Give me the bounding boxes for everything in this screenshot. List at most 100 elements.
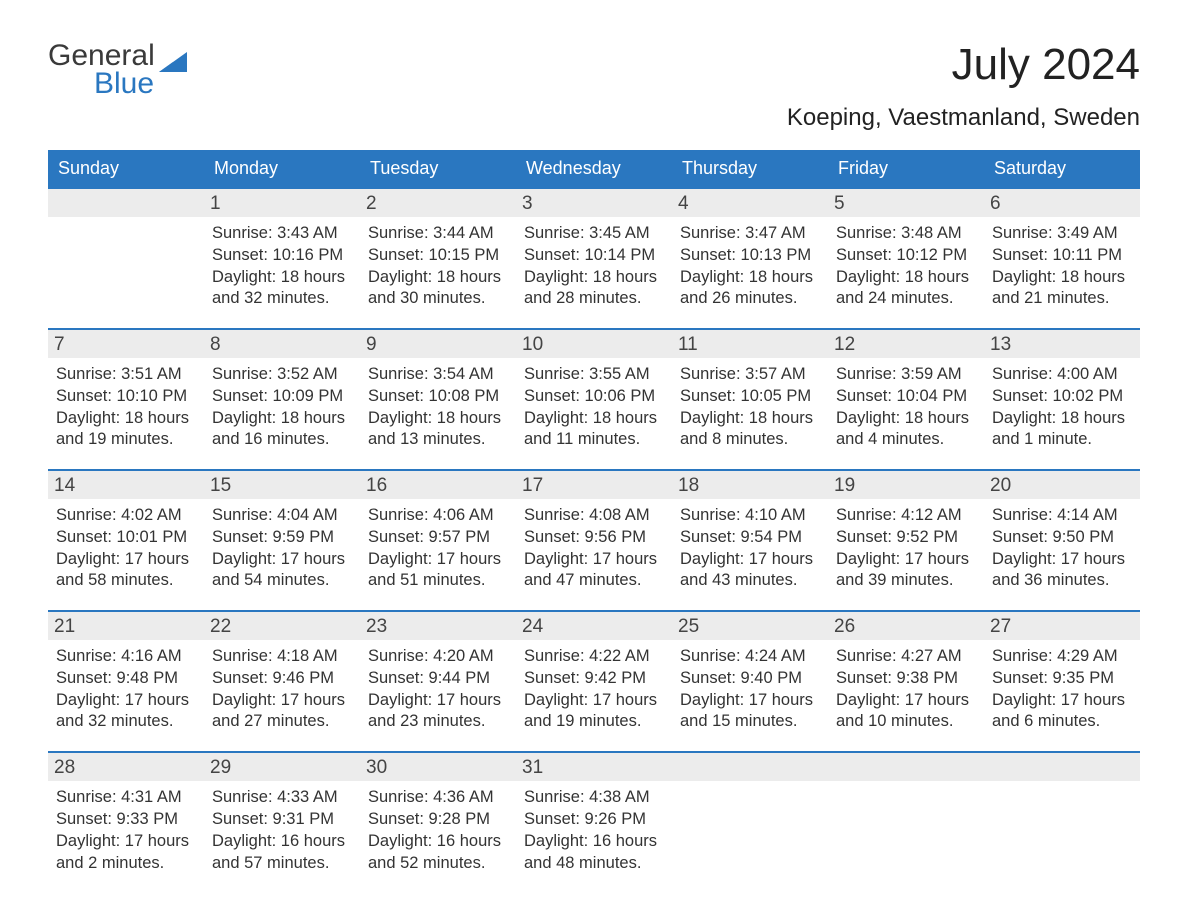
day-daylight1: Daylight: 17 hours — [680, 549, 820, 571]
weekday-header: Saturday — [984, 150, 1140, 187]
day-number: 27 — [984, 612, 1140, 640]
day-daylight2: and 2 minutes. — [56, 853, 196, 875]
calendar-day-cell: 5Sunrise: 3:48 AMSunset: 10:12 PMDayligh… — [828, 189, 984, 328]
calendar-day-cell: 31 Sunrise: 4:38 AMSunset: 9:26 PMDayligh… — [516, 753, 672, 892]
day-number: 7 — [48, 330, 204, 358]
day-daylight2: and 24 minutes. — [836, 288, 976, 310]
day-number: 18 — [672, 471, 828, 499]
day-daylight2: and 26 minutes. — [680, 288, 820, 310]
day-daylight1: Daylight: 17 hours — [212, 690, 352, 712]
day-daylight2: and 19 minutes. — [524, 711, 664, 733]
day-daylight1: Daylight: 17 hours — [524, 690, 664, 712]
day-daylight1: Daylight: 18 hours — [368, 267, 508, 289]
day-daylight2: and 32 minutes. — [212, 288, 352, 310]
day-number: 13 — [984, 330, 1140, 358]
location-subtitle: Koeping, Vaestmanland, Sweden — [787, 104, 1140, 132]
day-sunrise: Sunrise: 4:24 AM — [680, 646, 820, 668]
day-number: 31 — [516, 753, 672, 781]
day-number: 28 — [48, 753, 204, 781]
calendar-day-cell: 21Sunrise: 4:16 AMSunset: 9:48 PMDayligh… — [48, 612, 204, 751]
calendar-day-cell: 10Sunrise: 3:55 AMSunset: 10:06 PMDaylig… — [516, 330, 672, 469]
day-sunset: Sunset: 9:46 PM — [212, 668, 352, 690]
day-sunset: Sunset: 9:26 PM — [524, 809, 664, 831]
calendar-day-cell: 2Sunrise: 3:44 AMSunset: 10:15 PMDayligh… — [360, 189, 516, 328]
calendar-day-cell: 27Sunrise: 4:29 AMSunset: 9:35 PMDayligh… — [984, 612, 1140, 751]
calendar-day-cell — [672, 753, 828, 892]
calendar-day-cell: 7Sunrise: 3:51 AMSunset: 10:10 PMDayligh… — [48, 330, 204, 469]
day-daylight2: and 48 minutes. — [524, 853, 664, 875]
calendar-day-cell: 29Sunrise: 4:33 AMSunset: 9:31 PMDayligh… — [204, 753, 360, 892]
day-daylight1: Daylight: 16 hours — [524, 831, 664, 853]
day-sunset: Sunset: 10:04 PM — [836, 386, 976, 408]
day-sunset: Sunset: 9:31 PM — [212, 809, 352, 831]
day-number: 26 — [828, 612, 984, 640]
day-daylight1: Daylight: 17 hours — [524, 549, 664, 571]
day-sunrise: Sunrise: 3:54 AM — [368, 364, 508, 386]
day-daylight2: and 36 minutes. — [992, 570, 1132, 592]
calendar-day-cell — [828, 753, 984, 892]
day-sunset: Sunset: 9:44 PM — [368, 668, 508, 690]
day-sunrise: Sunrise: 3:47 AM — [680, 223, 820, 245]
day-daylight1: Daylight: 16 hours — [212, 831, 352, 853]
month-title: July 2024 — [787, 40, 1140, 90]
day-daylight2: and 43 minutes. — [680, 570, 820, 592]
day-number: 12 — [828, 330, 984, 358]
day-number: 23 — [360, 612, 516, 640]
day-daylight2: and 15 minutes. — [680, 711, 820, 733]
day-sunset: Sunset: 10:16 PM — [212, 245, 352, 267]
day-daylight2: and 19 minutes. — [56, 429, 196, 451]
calendar-week-row: 1Sunrise: 3:43 AMSunset: 10:16 PMDayligh… — [48, 187, 1140, 328]
day-daylight2: and 32 minutes. — [56, 711, 196, 733]
calendar-day-cell: 22Sunrise: 4:18 AMSunset: 9:46 PMDayligh… — [204, 612, 360, 751]
day-sunrise: Sunrise: 3:59 AM — [836, 364, 976, 386]
day-daylight1: Daylight: 17 hours — [368, 549, 508, 571]
day-sunrise: Sunrise: 4:29 AM — [992, 646, 1132, 668]
day-sunset: Sunset: 10:10 PM — [56, 386, 196, 408]
day-daylight1: Daylight: 18 hours — [524, 267, 664, 289]
day-daylight1: Daylight: 16 hours — [368, 831, 508, 853]
calendar-week-row: 14Sunrise: 4:02 AMSunset: 10:01 PMDaylig… — [48, 469, 1140, 610]
day-sunrise: Sunrise: 3:51 AM — [56, 364, 196, 386]
day-sunset: Sunset: 9:59 PM — [212, 527, 352, 549]
calendar-day-cell: 28Sunrise: 4:31 AMSunset: 9:33 PMDayligh… — [48, 753, 204, 892]
day-sunrise: Sunrise: 4:08 AM — [524, 505, 664, 527]
day-sunrise: Sunrise: 4:10 AM — [680, 505, 820, 527]
day-sunrise: Sunrise: 4:20 AM — [368, 646, 508, 668]
day-daylight2: and 21 minutes. — [992, 288, 1132, 310]
day-daylight1: Daylight: 17 hours — [212, 549, 352, 571]
day-sunrise: Sunrise: 3:44 AM — [368, 223, 508, 245]
logo: General Blue — [48, 40, 187, 99]
calendar-day-cell: 18Sunrise: 4:10 AMSunset: 9:54 PMDayligh… — [672, 471, 828, 610]
day-daylight2: and 1 minute. — [992, 429, 1132, 451]
day-sunrise: Sunrise: 4:02 AM — [56, 505, 196, 527]
calendar-day-cell: 20Sunrise: 4:14 AMSunset: 9:50 PMDayligh… — [984, 471, 1140, 610]
calendar: Sunday Monday Tuesday Wednesday Thursday… — [48, 150, 1140, 892]
calendar-day-cell: 4Sunrise: 3:47 AMSunset: 10:13 PMDayligh… — [672, 189, 828, 328]
day-sunrise: Sunrise: 3:48 AM — [836, 223, 976, 245]
day-daylight1: Daylight: 17 hours — [992, 549, 1132, 571]
day-number — [984, 753, 1140, 781]
calendar-day-cell: 17Sunrise: 4:08 AMSunset: 9:56 PMDayligh… — [516, 471, 672, 610]
day-number: 30 — [360, 753, 516, 781]
calendar-day-cell: 14Sunrise: 4:02 AMSunset: 10:01 PMDaylig… — [48, 471, 204, 610]
day-number: 10 — [516, 330, 672, 358]
day-daylight1: Daylight: 18 hours — [836, 408, 976, 430]
day-sunrise: Sunrise: 4:06 AM — [368, 505, 508, 527]
day-number: 15 — [204, 471, 360, 499]
calendar-day-cell: 12 Sunrise: 3:59 AMSunset: 10:04 PMDaylig… — [828, 330, 984, 469]
day-sunrise: Sunrise: 4:38 AM — [524, 787, 664, 809]
day-sunrise: Sunrise: 4:00 AM — [992, 364, 1132, 386]
day-sunset: Sunset: 10:06 PM — [524, 386, 664, 408]
calendar-day-cell — [48, 189, 204, 328]
day-sunset: Sunset: 10:09 PM — [212, 386, 352, 408]
day-sunrise: Sunrise: 4:33 AM — [212, 787, 352, 809]
day-sunset: Sunset: 10:14 PM — [524, 245, 664, 267]
day-daylight1: Daylight: 17 hours — [680, 690, 820, 712]
day-sunrise: Sunrise: 3:43 AM — [212, 223, 352, 245]
day-sunset: Sunset: 9:28 PM — [368, 809, 508, 831]
day-sunrise: Sunrise: 4:36 AM — [368, 787, 508, 809]
calendar-day-cell: 6Sunrise: 3:49 AMSunset: 10:11 PMDayligh… — [984, 189, 1140, 328]
day-number: 19 — [828, 471, 984, 499]
weekday-header: Tuesday — [360, 150, 516, 187]
weekday-header-row: Sunday Monday Tuesday Wednesday Thursday… — [48, 150, 1140, 187]
